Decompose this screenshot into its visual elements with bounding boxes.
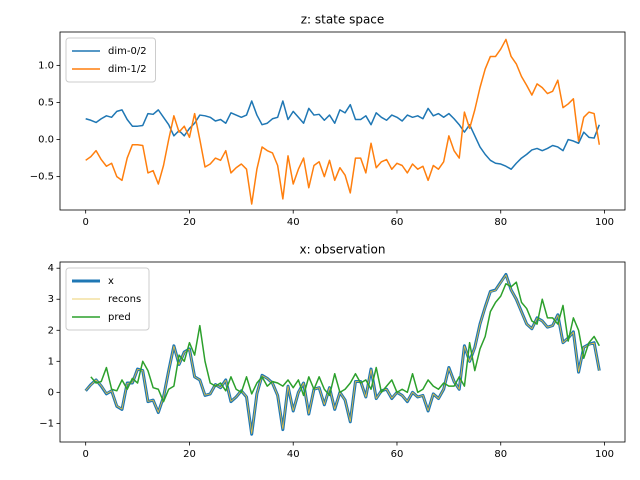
legend-label: dim-1/2 [108,64,147,75]
y-tick-label: 1.0 [38,60,54,71]
series-line [84,272,601,436]
axes-frame [59,31,626,211]
x-tick-label: 100 [595,217,614,228]
subplot: x: observation 0 20 40 60 80 100 −1 0 1 2 3 4 x recons… [39,243,626,460]
x-tick-label: 40 [287,449,300,460]
subplot-title: z: state space [301,13,385,27]
series-line [90,281,600,403]
x-tick-label: 100 [595,449,614,460]
subplot-title: x: observation [300,243,386,257]
x-tick-label: 60 [391,217,404,228]
legend-label: x [108,276,114,287]
x-tick-label: 20 [183,217,196,228]
y-tick-label: −1 [39,418,54,429]
axes-frame [59,261,626,443]
y-tick-label: −0.5 [30,172,54,183]
y-tick-label: 4 [48,263,54,274]
y-tick-label: 2 [48,325,54,336]
legend-label: recons [108,294,141,305]
x-tick-label: 0 [82,217,88,228]
y-tick-label: 0.0 [38,135,54,146]
y-tick-label: 1 [48,356,54,367]
x-tick-label: 80 [494,449,507,460]
x-tick-label: 20 [183,449,196,460]
legend-label: pred [108,312,131,323]
x-tick-label: 60 [391,449,404,460]
x-tick-label: 40 [287,217,300,228]
y-tick-label: 0.5 [38,97,54,108]
series-line [85,100,601,170]
x-tick-label: 0 [82,449,88,460]
legend-label: dim-0/2 [108,46,147,57]
series-line [85,38,601,205]
series-line [85,274,600,435]
legend-box [65,37,156,83]
y-tick-label: 0 [48,387,54,398]
subplot: z: state space 0 20 40 60 80 100 −0.5 0.0 0.5 1.0 d… [30,13,626,228]
y-tick-label: 3 [48,294,54,305]
legend-box [65,267,150,331]
x-tick-label: 80 [494,217,507,228]
